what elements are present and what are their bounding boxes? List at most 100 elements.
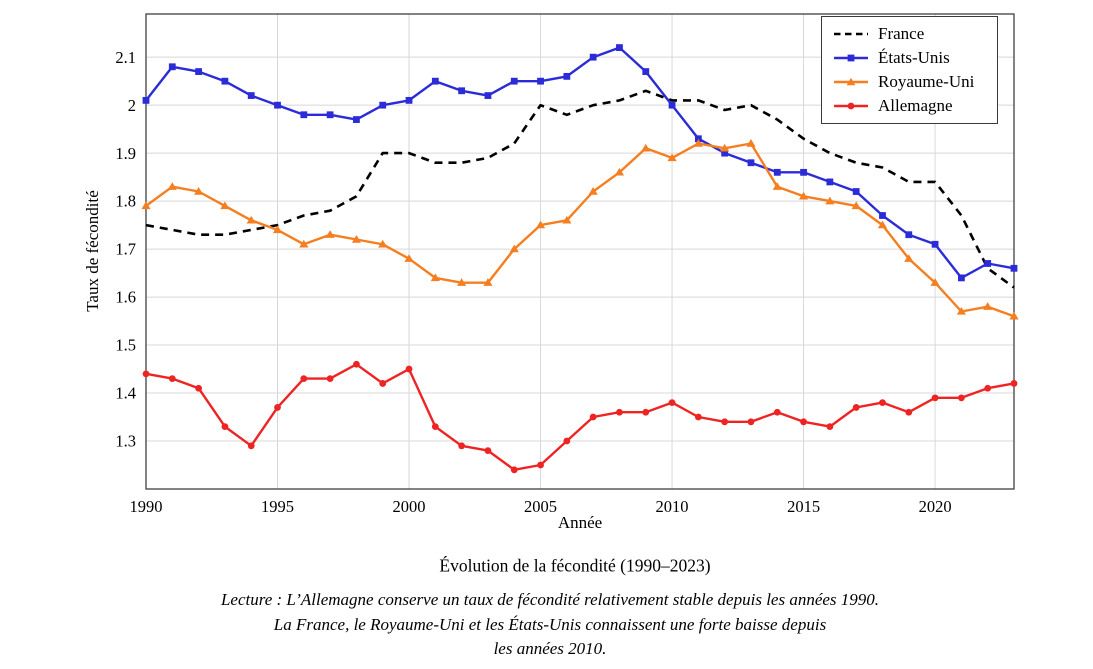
- legend-item-allemagne: Allemagne: [831, 94, 989, 118]
- marker-royaume-uni: [535, 220, 546, 229]
- marker-royaume-uni: [825, 196, 835, 205]
- marker-e-tats-unis: [379, 101, 387, 109]
- marker-allemagne: [458, 442, 466, 450]
- marker-e-tats-unis: [300, 111, 308, 119]
- legend-swatch-marker: [847, 102, 855, 110]
- x-tick-label: 2010: [656, 497, 689, 516]
- marker-allemagne: [326, 375, 334, 383]
- marker-royaume-uni: [483, 278, 493, 286]
- marker-allemagne: [616, 408, 623, 416]
- marker-royaume-uni: [798, 191, 809, 200]
- marker-royaume-uni: [720, 143, 730, 152]
- marker-e-tats-unis: [852, 188, 860, 195]
- y-tick-label: 1.7: [115, 240, 136, 259]
- marker-allemagne: [984, 384, 992, 392]
- y-tick-label: 1.9: [115, 144, 136, 163]
- marker-e-tats-unis: [510, 77, 518, 85]
- marker-allemagne: [379, 380, 387, 387]
- marker-royaume-uni: [167, 182, 177, 190]
- legend-swatch-allemagne-circle-line: [834, 102, 868, 110]
- x-tick-label: 2000: [393, 497, 426, 516]
- marker-allemagne: [274, 404, 281, 411]
- marker-royaume-uni: [1009, 311, 1019, 320]
- marker-e-tats-unis: [484, 92, 492, 99]
- legend-item-royaume-uni: Royaume-Uni: [831, 70, 989, 94]
- marker-allemagne: [484, 447, 492, 455]
- marker-e-tats-unis: [353, 116, 360, 123]
- legend-label-royaume-uni: Royaume-Uni: [878, 72, 975, 91]
- x-tick-label: 2020: [919, 497, 952, 516]
- marker-royaume-uni: [588, 187, 598, 195]
- plot-frame: [145, 13, 1015, 490]
- marker-royaume-uni: [457, 278, 467, 286]
- marker-allemagne: [905, 408, 913, 416]
- marker-e-tats-unis: [773, 168, 781, 176]
- marker-allemagne: [852, 404, 860, 411]
- series-line-allemagne: [145, 363, 1015, 471]
- x-tick-label: 2015: [787, 497, 820, 516]
- marker-e-tats-unis: [563, 72, 571, 80]
- marker-e-tats-unis: [905, 231, 913, 239]
- marker-e-tats-unis: [431, 77, 439, 85]
- caption-line-3: les années 2010.: [493, 639, 607, 658]
- marker-allemagne: [405, 365, 413, 373]
- marker-royaume-uni: [904, 254, 914, 262]
- marker-allemagne: [957, 394, 965, 402]
- x-tick-label: 2005: [524, 497, 557, 516]
- caption-line-1: Lecture : L’Allemagne conserve un taux d…: [220, 590, 880, 609]
- marker-e-tats-unis: [747, 159, 755, 167]
- series-line-france: [145, 89, 1015, 289]
- y-tick-label: 1.4: [115, 384, 136, 403]
- y-tick-label: 1.3: [115, 432, 136, 451]
- marker-royaume-uni: [404, 254, 414, 262]
- marker-allemagne: [300, 375, 308, 383]
- marker-allemagne: [563, 437, 571, 445]
- marker-royaume-uni: [351, 235, 362, 243]
- marker-e-tats-unis: [195, 68, 203, 75]
- marker-allemagne: [694, 413, 702, 421]
- marker-e-tats-unis: [168, 63, 176, 71]
- marker-allemagne: [195, 384, 203, 392]
- marker-allemagne: [879, 399, 886, 407]
- marker-e-tats-unis: [984, 260, 992, 267]
- marker-allemagne: [431, 423, 439, 431]
- chart-title: Évolution de la fécondité (1990–2023): [439, 555, 711, 576]
- marker-allemagne: [1010, 380, 1018, 387]
- marker-royaume-uni: [614, 167, 625, 176]
- legend-label-etats-unis: États-Unis: [878, 48, 950, 67]
- marker-allemagne: [168, 375, 176, 383]
- marker-allemagne: [931, 394, 939, 402]
- marker-e-tats-unis: [1010, 264, 1018, 272]
- marker-allemagne: [537, 461, 544, 469]
- marker-allemagne: [800, 418, 807, 426]
- legend-label-allemagne: Allemagne: [878, 96, 953, 115]
- marker-e-tats-unis: [879, 212, 886, 219]
- marker-royaume-uni: [956, 306, 966, 315]
- y-tick-label: 2.1: [115, 48, 136, 67]
- y-axis-label: Taux de fécondité: [83, 190, 102, 312]
- marker-e-tats-unis: [721, 149, 729, 157]
- marker-allemagne: [773, 408, 781, 416]
- marker-royaume-uni: [194, 187, 204, 195]
- marker-allemagne: [221, 423, 229, 431]
- marker-e-tats-unis: [326, 111, 334, 119]
- marker-allemagne: [353, 360, 360, 368]
- marker-royaume-uni: [272, 225, 283, 234]
- marker-royaume-uni: [746, 139, 756, 147]
- legend-swatch-marker: [846, 77, 856, 86]
- legend-label-france: France: [878, 24, 925, 43]
- marker-royaume-uni: [299, 239, 309, 248]
- legend: France États-Unis Royaume-Uni Allemagne: [821, 16, 998, 124]
- marker-royaume-uni: [641, 143, 651, 152]
- marker-allemagne: [642, 408, 650, 416]
- legend-swatch-royaume-uni-triangle-line: [834, 77, 868, 86]
- x-tick-label: 1990: [130, 497, 163, 516]
- marker-royaume-uni: [430, 273, 440, 282]
- marker-e-tats-unis: [668, 101, 676, 109]
- y-tick-label: 1.5: [115, 336, 136, 355]
- legend-item-etats-unis: États-Unis: [831, 46, 989, 70]
- marker-allemagne: [247, 442, 255, 450]
- marker-e-tats-unis: [957, 274, 965, 282]
- marker-royaume-uni: [378, 239, 388, 248]
